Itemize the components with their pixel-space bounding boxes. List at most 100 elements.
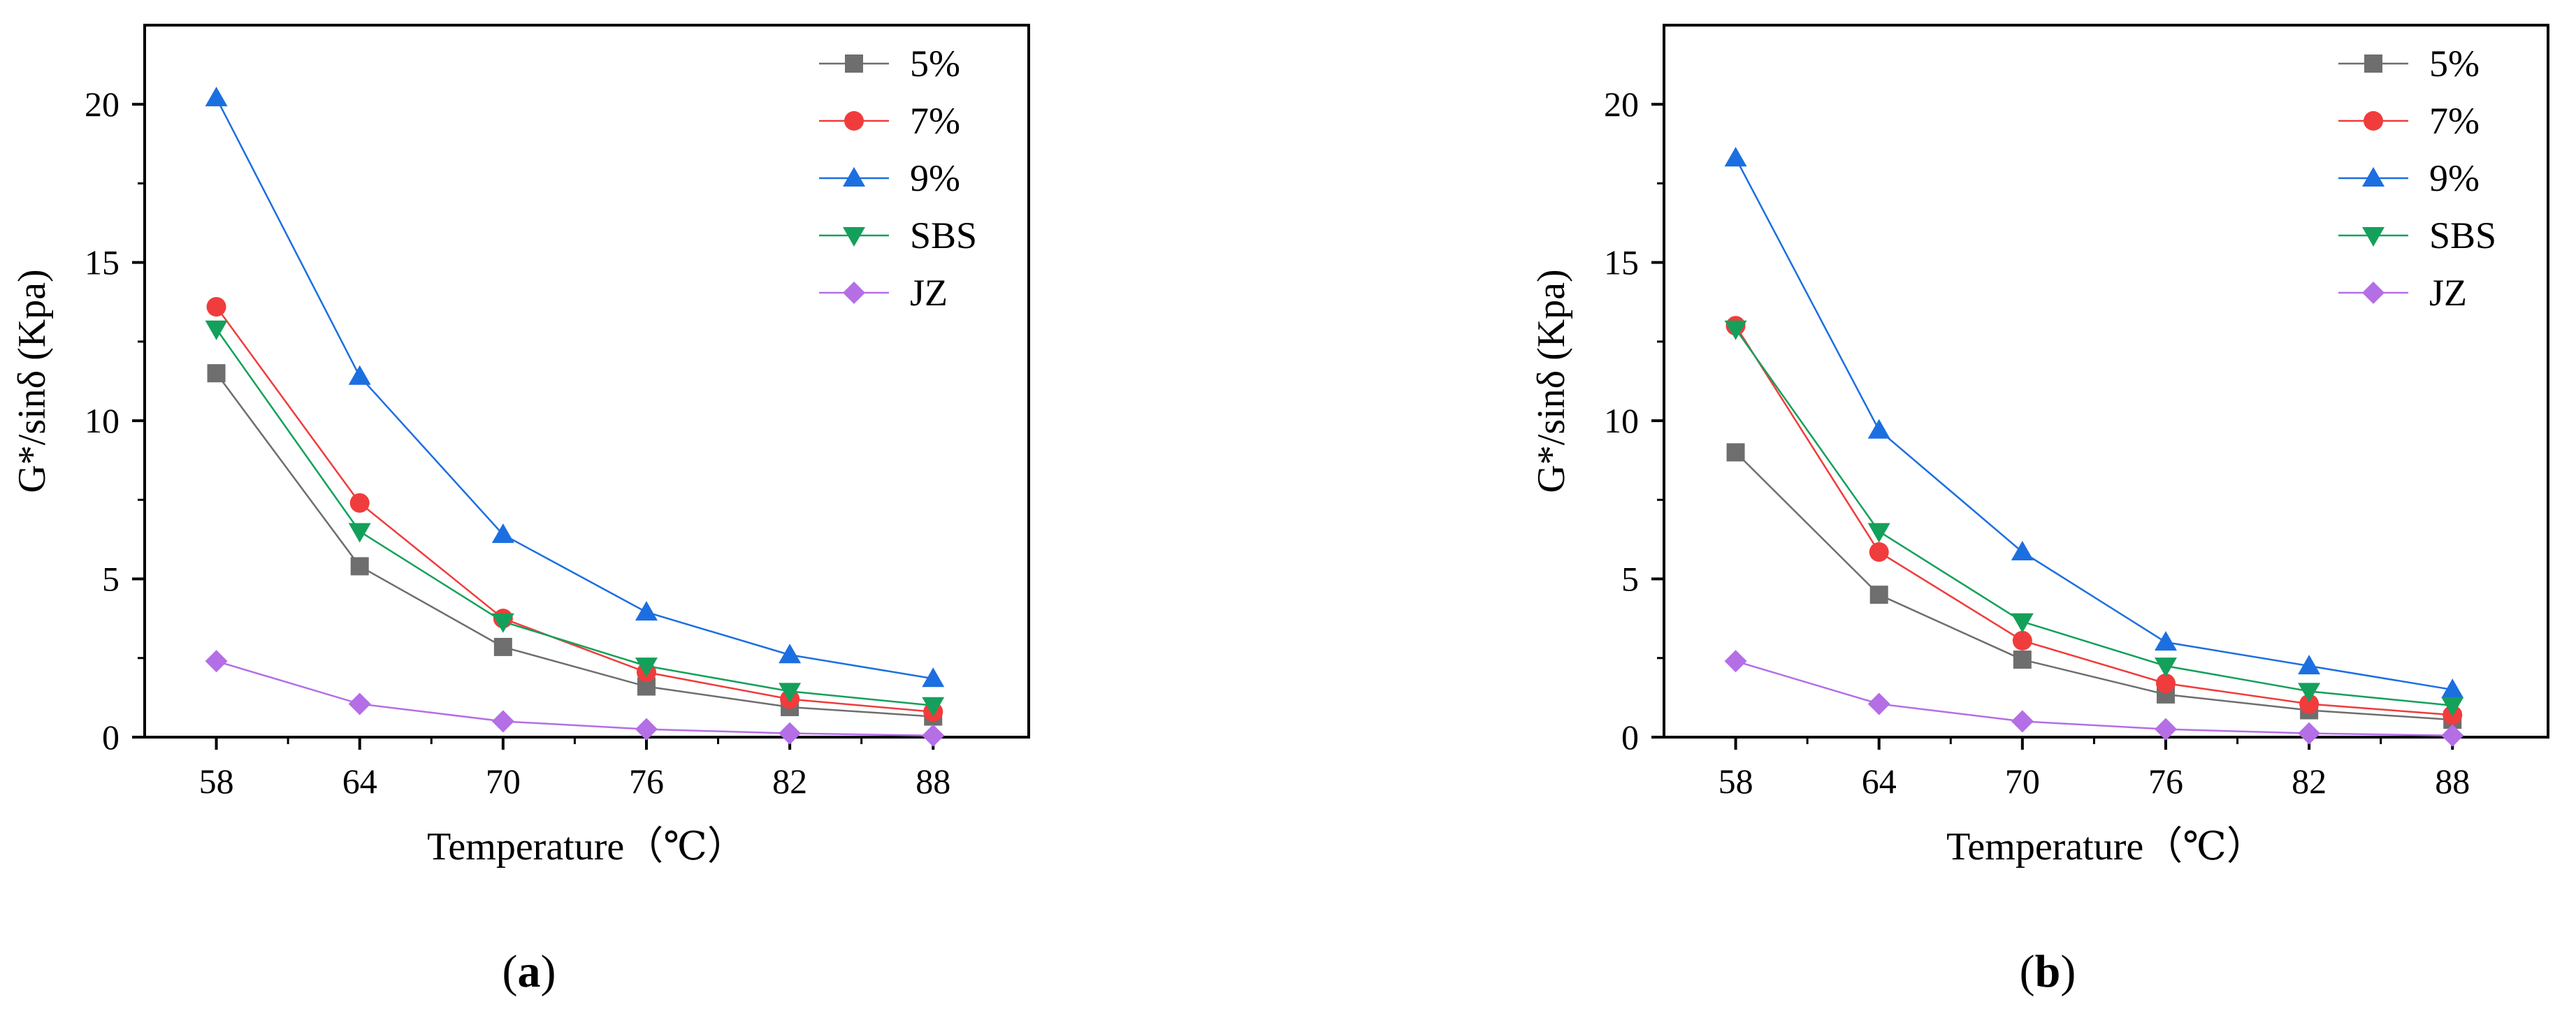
- x-tick-label-70-a: 70: [486, 762, 521, 801]
- series-line-9pct-a: [215, 97, 934, 680]
- panel-label-a: (a): [502, 946, 556, 997]
- point-sbs-58-b: [1724, 320, 1747, 340]
- point-sbs-70-b: [2011, 613, 2034, 633]
- x-tick-label-76-b: 76: [2148, 762, 2183, 801]
- point-sbs-64-b: [1867, 523, 1890, 543]
- point-jz-82-a: [779, 722, 802, 745]
- point-9pct-88-b: [2441, 678, 2464, 699]
- y-tick-label-10-a: 10: [85, 401, 120, 440]
- panel-b: 0 5 10 15 20 58 64 70 76 82 88 Temperature（℃） G*/sin…: [1530, 24, 2549, 997]
- y-tick-label-20-a: 20: [85, 85, 120, 124]
- point-7pct-64-b: [1869, 542, 1889, 562]
- point-sbs-70-a: [491, 613, 514, 633]
- legend-label-5pct-a: 5%: [910, 43, 960, 85]
- legend-label-sbs-a: SBS: [910, 215, 977, 256]
- point-jz-82-b: [2298, 722, 2321, 745]
- legend-marker-jz-b: [2362, 282, 2385, 304]
- legend-label-sbs-b: SBS: [2429, 215, 2496, 256]
- y-tick-label-10-b: 10: [1604, 401, 1639, 440]
- x-tick-label-88-b: 88: [2435, 762, 2470, 801]
- point-sbs-82-a: [779, 683, 802, 703]
- point-9pct-70-a: [491, 523, 514, 544]
- point-jz-70-a: [491, 710, 514, 733]
- point-9pct-82-a: [779, 644, 802, 664]
- point-5pct-64-a: [350, 557, 369, 576]
- y-tick-label-15-a: 15: [85, 243, 120, 282]
- y-tick-label-15-b: 15: [1604, 243, 1639, 282]
- point-jz-58-b: [1724, 650, 1747, 673]
- x-tick-label-58-a: 58: [199, 762, 234, 801]
- series-line-sbs-a: [215, 328, 934, 706]
- legend-marker-jz-a: [843, 282, 865, 304]
- point-7pct-76-b: [2155, 674, 2176, 694]
- legend-label-5pct-b: 5%: [2429, 43, 2480, 85]
- x-tick-label-64-a: 64: [342, 762, 377, 801]
- point-9pct-58-b: [1724, 147, 1747, 167]
- point-5pct-70-a: [493, 637, 512, 656]
- legend-marker-5pct-a: [845, 54, 863, 73]
- point-sbs-76-a: [635, 657, 658, 678]
- point-jz-76-b: [2154, 718, 2177, 741]
- x-tick-label-58-b: 58: [1718, 762, 1753, 801]
- legend-marker-9pct-b: [2362, 167, 2385, 187]
- point-9pct-64-b: [1867, 419, 1890, 439]
- x-tick-label-76-a: 76: [629, 762, 664, 801]
- point-jz-88-a: [922, 724, 945, 747]
- point-7pct-82-b: [2299, 694, 2320, 714]
- legend-marker-5pct-b: [2364, 54, 2382, 73]
- x-axis-label-a: Temperature（℃）: [427, 825, 746, 869]
- point-5pct-58-a: [207, 364, 226, 383]
- point-sbs-76-b: [2154, 657, 2177, 678]
- legend-marker-sbs-a: [843, 227, 865, 247]
- plot-frame-b: [1663, 24, 2549, 739]
- point-9pct-70-b: [2011, 541, 2034, 561]
- y-axis-label-a: G*/sinδ (Kpa): [10, 269, 54, 493]
- point-9pct-88-a: [922, 667, 945, 688]
- point-5pct-70-b: [2013, 651, 2032, 669]
- y-tick-label-0-a: 0: [102, 718, 120, 757]
- point-jz-76-a: [635, 718, 658, 741]
- legend-label-7pct-a: 7%: [910, 100, 960, 142]
- x-axis-label-b: Temperature（℃）: [1946, 825, 2266, 869]
- point-jz-64-b: [1867, 692, 1890, 715]
- x-tick-label-88-a: 88: [916, 762, 950, 801]
- y-tick-label-5-a: 5: [102, 560, 120, 599]
- series-line-jz-b: [1735, 660, 2453, 736]
- series-line-sbs-b: [1735, 328, 2453, 706]
- point-9pct-64-a: [348, 365, 371, 385]
- x-tick-label-82-a: 82: [772, 762, 807, 801]
- y-tick-label-0-b: 0: [1621, 718, 1639, 757]
- point-9pct-58-a: [205, 87, 228, 107]
- point-7pct-70-b: [2012, 630, 2032, 651]
- legend-marker-7pct-b: [2364, 111, 2383, 131]
- x-tick-label-70-b: 70: [2005, 762, 2040, 801]
- series-line-5pct-a: [215, 372, 934, 718]
- series-line-9pct-b: [1735, 157, 2453, 691]
- legend-label-9pct-a: 9%: [910, 157, 960, 199]
- y-axis-label-b: G*/sinδ (Kpa): [1530, 269, 1573, 493]
- point-7pct-58-a: [206, 297, 226, 317]
- point-jz-70-b: [2011, 710, 2034, 733]
- panel-a: 0 5 10 15 20 58 64 70 76 82 88 Temperature（℃） G*/sin…: [10, 24, 1030, 997]
- point-jz-64-a: [348, 692, 371, 715]
- x-tick-label-82-b: 82: [2292, 762, 2327, 801]
- series-line-jz-a: [216, 660, 934, 736]
- legend-label-jz-a: JZ: [910, 272, 948, 314]
- point-sbs-64-a: [348, 523, 371, 543]
- legend-label-7pct-b: 7%: [2429, 100, 2480, 142]
- legend-marker-sbs-b: [2362, 227, 2385, 247]
- y-tick-label-5-b: 5: [1621, 560, 1639, 599]
- point-7pct-64-a: [349, 493, 370, 513]
- point-sbs-58-a: [205, 320, 228, 340]
- point-9pct-76-b: [2154, 631, 2177, 651]
- point-9pct-76-a: [635, 601, 658, 621]
- legend-marker-7pct-a: [844, 111, 864, 131]
- point-5pct-58-b: [1726, 443, 1745, 462]
- point-sbs-82-b: [2298, 683, 2321, 703]
- point-sbs-88-a: [922, 697, 945, 717]
- point-sbs-88-b: [2441, 697, 2464, 717]
- point-jz-88-b: [2441, 724, 2464, 747]
- legend-label-jz-b: JZ: [2429, 272, 2467, 314]
